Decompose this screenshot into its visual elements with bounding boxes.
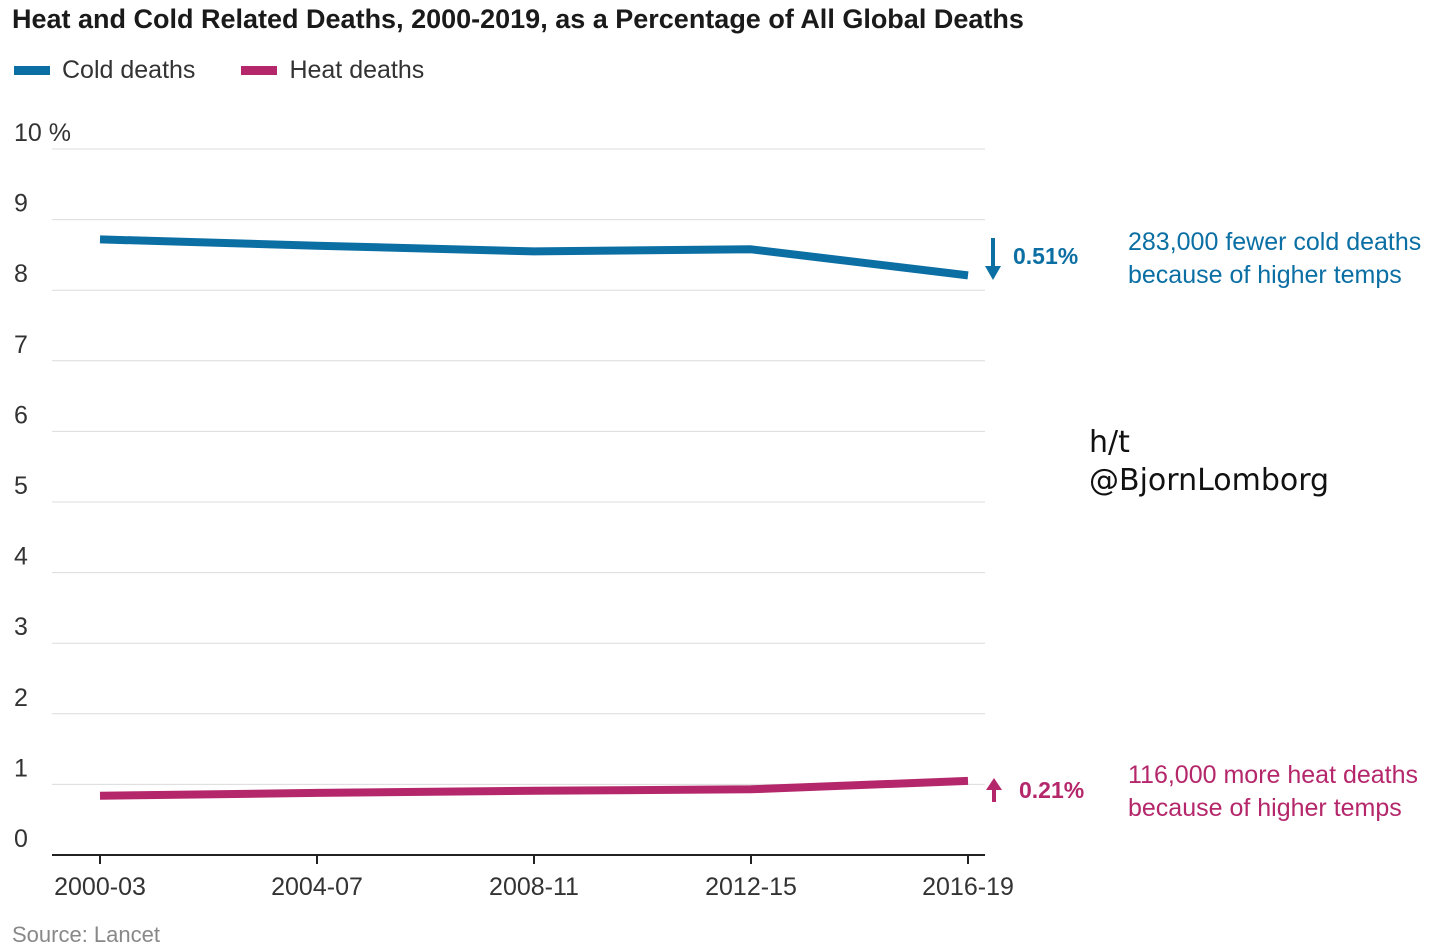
legend-swatch-cold [14, 66, 50, 75]
heat-note: 116,000 more heat deaths because of high… [1128, 759, 1418, 825]
cold-note: 283,000 fewer cold deaths because of hig… [1128, 226, 1421, 292]
x-tick-label: 2008-11 [489, 873, 579, 901]
y-tick-label: 5 [14, 472, 28, 500]
credit-line1: h/t [1089, 425, 1130, 460]
cold-change-label: 0.51% [1013, 243, 1079, 269]
y-tick-label: 7 [14, 331, 28, 359]
series-line-cold-deaths [99, 235, 969, 280]
cold-note-line1: 283,000 fewer cold deaths [1128, 228, 1422, 256]
y-tick-label: 0 [14, 825, 28, 853]
source-note: Source: Lancet [12, 922, 160, 947]
heat-note-line1: 116,000 more heat deaths [1128, 761, 1419, 789]
legend: Cold deaths Heat deaths [14, 56, 470, 85]
y-tick-label: 4 [14, 543, 28, 571]
y-tick-label: 8 [14, 260, 28, 288]
y-tick-label: 1 [14, 754, 28, 782]
x-tick-label: 2004-07 [271, 873, 363, 901]
y-tick-label: 9 [14, 190, 28, 218]
y-tick-label: 6 [14, 401, 28, 429]
y-tick-label: 2 [14, 684, 28, 712]
credit-handle: @BjornLomborg [1089, 463, 1330, 498]
y-tick-label: 3 [14, 613, 28, 641]
legend-item-cold: Cold deaths [14, 56, 195, 85]
up-arrow-icon [986, 778, 1002, 802]
x-tick-label: 2016-19 [922, 873, 1014, 901]
legend-swatch-heat [241, 66, 278, 75]
y-tick-label: 10 % [14, 119, 71, 147]
x-tick-label: 2012-15 [705, 873, 797, 901]
heat-change-label: 0.21% [1019, 777, 1085, 803]
credit: h/t @BjornLomborg [1089, 424, 1329, 500]
legend-label-cold: Cold deaths [62, 56, 196, 84]
chart-title: Heat and Cold Related Deaths, 2000-2019,… [12, 4, 1024, 34]
legend-label-heat: Heat deaths [289, 56, 425, 84]
legend-item-heat: Heat deaths [241, 56, 424, 85]
cold-note-line2: because of higher temps [1128, 261, 1402, 289]
series-line-heat-deaths [99, 776, 969, 800]
down-arrow-icon [985, 238, 1001, 280]
x-tick-label: 2000-03 [54, 873, 146, 901]
heat-note-line2: because of higher temps [1128, 794, 1402, 822]
